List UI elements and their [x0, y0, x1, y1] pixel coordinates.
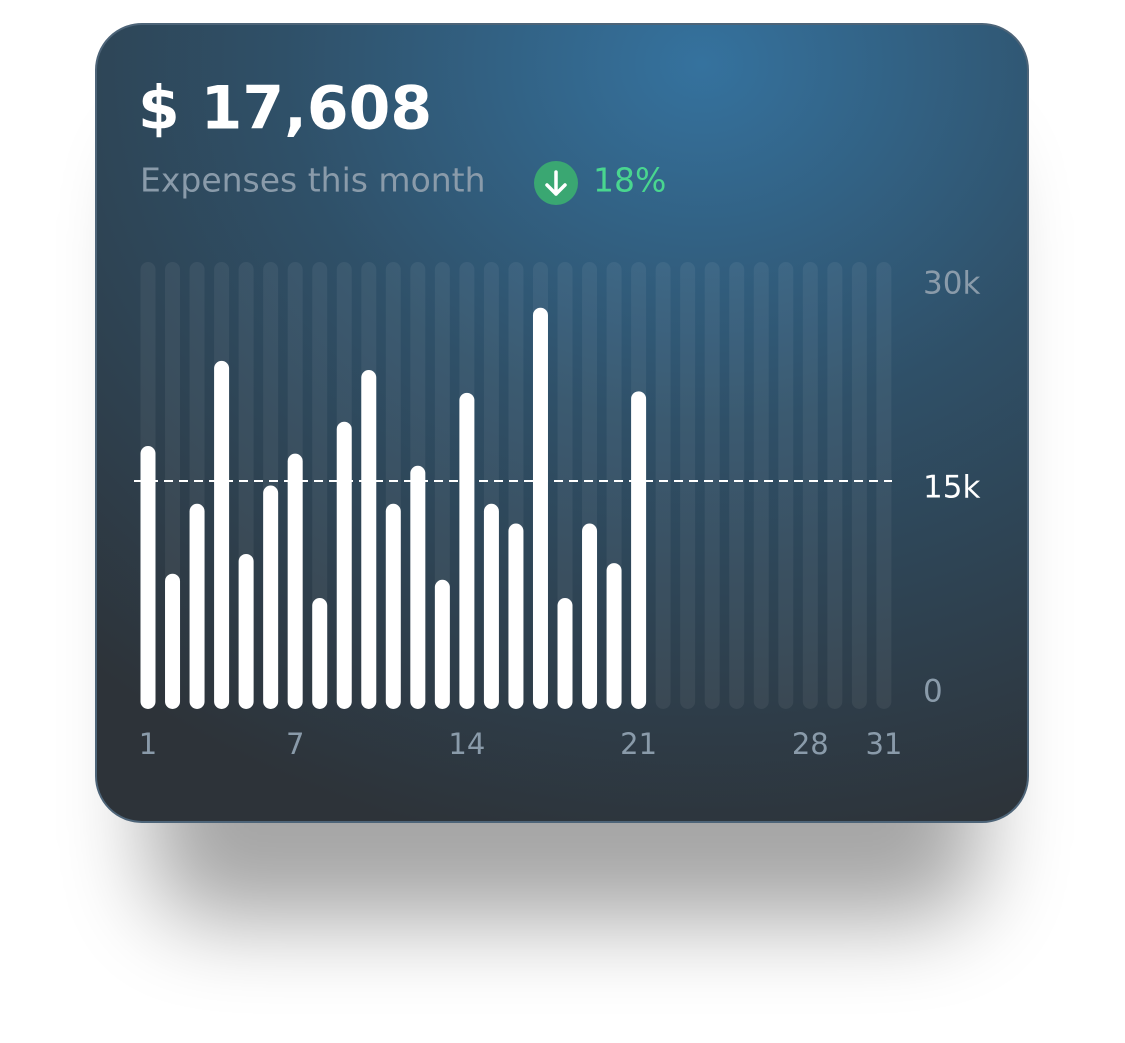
x-tick-label: 14: [448, 727, 485, 761]
y-tick-label: 30k: [923, 266, 980, 302]
bar-track: [778, 262, 794, 709]
bar: [532, 307, 548, 709]
bar-track: [753, 262, 769, 709]
down-arrow: [545, 170, 567, 196]
bar: [459, 392, 475, 709]
bar-track: [557, 262, 573, 709]
bar: [557, 598, 573, 709]
bar: [214, 360, 230, 709]
bar: [312, 598, 328, 709]
bar: [361, 370, 377, 709]
bar: [189, 503, 205, 709]
y-tick-label: 0: [923, 674, 943, 710]
bar: [263, 485, 279, 709]
bar-track: [729, 262, 745, 709]
amount: $ 17,608: [138, 74, 432, 144]
x-tick-label: 1: [139, 727, 157, 761]
bar-track: [680, 262, 696, 709]
x-tick-label: 7: [286, 727, 304, 761]
bar-track: [851, 262, 867, 709]
bar: [483, 503, 499, 709]
bar: [336, 421, 352, 709]
bar: [385, 503, 401, 709]
x-tick-label: 31: [865, 727, 902, 761]
change: 18%: [593, 161, 666, 200]
bar: [238, 553, 254, 709]
bar: [582, 523, 598, 709]
bar: [140, 446, 156, 709]
bar-track: [827, 262, 843, 709]
y-tick-label: 15k: [923, 470, 980, 506]
bar-track: [655, 262, 671, 709]
bar-track: [312, 262, 328, 709]
bar-track: [802, 262, 818, 709]
bar: [287, 453, 303, 709]
bar: [434, 579, 450, 709]
bar-track: [704, 262, 720, 709]
bar: [631, 391, 647, 709]
bar: [410, 465, 426, 709]
bar-track: [876, 262, 892, 709]
bar: [606, 563, 622, 709]
subtitle: Expenses this month: [140, 161, 486, 200]
bar: [508, 523, 524, 709]
card: [95, 23, 1029, 823]
x-tick-label: 21: [620, 727, 657, 761]
bar: [165, 573, 181, 709]
x-tick-label: 28: [792, 727, 829, 761]
